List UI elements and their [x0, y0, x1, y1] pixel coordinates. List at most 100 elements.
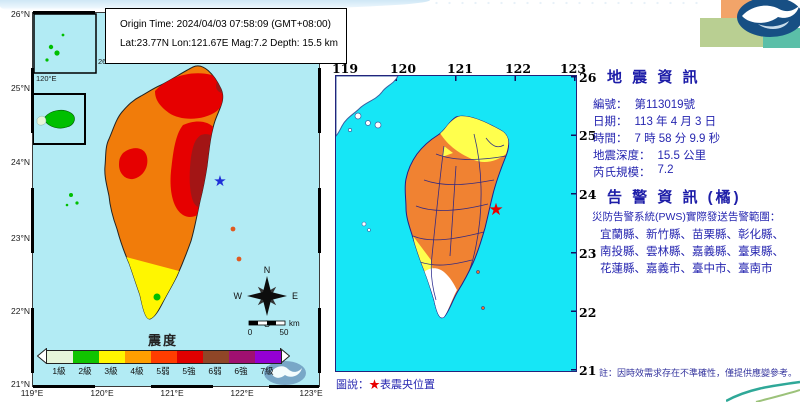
lon-label: 121: [446, 61, 474, 76]
origin-position-line: Lat:23.77N Lon:121.67E Mag:7.2 Depth: 15…: [120, 38, 338, 49]
map-frame-dash: [33, 385, 319, 388]
legend-label: 6強: [234, 366, 248, 376]
lat-label: 26°N: [11, 9, 30, 19]
cwa-logo-icon: [700, 0, 800, 48]
matsu-inset-box: [33, 13, 97, 74]
map-frame-dash: [318, 13, 321, 386]
legend-swatch: [203, 351, 229, 363]
quake-info-title: 地 震 資 訊: [607, 69, 701, 86]
lat-label: 21°N: [11, 379, 30, 389]
alert-scope-label: 災防告警系統(PWS)實際發送告警範圍：: [592, 211, 781, 223]
scale-unit-label: km: [289, 319, 300, 328]
lon-label: 122°E: [230, 388, 254, 398]
field-value: 7.2: [657, 164, 674, 176]
kinmen-islet: [36, 115, 47, 126]
lon-label: 119: [331, 61, 359, 76]
legend-label: 3級: [104, 366, 118, 376]
caption-text: 表震央位置: [380, 379, 435, 391]
intensity-2-spot-south: [153, 293, 161, 301]
orchid-island-islet: [236, 256, 242, 262]
lon-label: 122: [504, 61, 532, 76]
field-value: 15.5 公里: [657, 150, 707, 162]
penghu-islands-right: [361, 221, 371, 232]
intensity-6-spot-northeast: [216, 79, 223, 93]
intensity-legend-bar: [46, 350, 282, 364]
lon-label: 119°E: [20, 388, 44, 398]
field-value: 第113019號: [634, 99, 696, 111]
cwa-watermark-icon: [264, 361, 306, 385]
legend-label: 2級: [78, 366, 92, 376]
map-caption: 圖說：★表震央位置: [336, 376, 435, 392]
legend-label: 5強: [182, 366, 196, 376]
inset-lon-label: 120°E: [36, 74, 57, 83]
intensity-5-region-north: [155, 73, 223, 119]
field-label: 日期：: [593, 116, 628, 128]
intensity-5-region-west: [119, 148, 148, 180]
legend-swatch: [255, 351, 281, 363]
lat-label: 23: [579, 246, 597, 261]
origin-time-line: Origin Time: 2024/04/03 07:58:09 (GMT+08…: [120, 19, 331, 30]
china-coast: [336, 76, 399, 137]
logo-wave-2: [758, 21, 789, 30]
legend-swatch: [47, 351, 73, 363]
scale-fifty-label: 50: [280, 328, 289, 337]
matsu-islands: [45, 33, 65, 62]
logo-wave: [742, 5, 799, 23]
scale-bar: 0 50 km: [248, 319, 300, 337]
legend-swatch: [125, 351, 151, 363]
field-row: 芮氏規模： 7.2: [593, 164, 674, 180]
compass-n-label: N: [264, 265, 271, 275]
alert-info-title: 告 警 資 訊 (橘): [607, 189, 742, 206]
right-axis-ticks: [571, 76, 576, 371]
alert-yellow-patch-northwest: [442, 146, 453, 157]
intensity-map-canvas: ★ N S W E 0 50 km: [33, 13, 306, 385]
intensity-6-region-east-coast: [189, 134, 219, 208]
coastal-islands: [348, 112, 382, 132]
map-frame-dash: [31, 13, 34, 386]
legend-label: 1級: [52, 366, 66, 376]
lat-label: 22: [579, 305, 597, 320]
field-row: 地震深度： 15.5 公里: [593, 147, 706, 163]
green-island-islet-right: [476, 270, 480, 274]
lon-label: 121°E: [160, 388, 184, 398]
alert-region-line: 花蓮縣、嘉義市、臺中市、臺南市: [600, 263, 773, 275]
caption-prefix: 圖說：: [336, 379, 369, 391]
field-value: 7 時 58 分 9.9 秒: [634, 133, 721, 145]
epicenter-star-blue: ★: [213, 173, 226, 190]
lon-label: 120°E: [90, 388, 114, 398]
kinmen-inset-box: [33, 93, 86, 145]
legend-label: 5弱: [156, 366, 170, 376]
lon-label: 123: [559, 61, 587, 76]
origin-time-box: Origin Time: 2024/04/03 07:58:09 (GMT+08…: [105, 8, 347, 64]
top-dots-decoration: [430, 0, 700, 8]
top-axis-ticks: [336, 76, 576, 81]
scale-zero-label: 0: [248, 328, 253, 337]
epicenter-star-red: ★: [488, 200, 503, 219]
legend-label: 4級: [130, 366, 144, 376]
lon-label: 120: [389, 61, 417, 76]
lat-label: 21: [579, 363, 597, 378]
lat-label: 26: [579, 70, 597, 85]
lat-label: 22°N: [11, 306, 30, 316]
legend-swatch: [73, 351, 99, 363]
lat-label: 24: [579, 187, 597, 202]
intensity-3-region-south: [126, 257, 179, 319]
field-label: 芮氏規模：: [593, 167, 651, 179]
field-value: 113 年 4 月 3 日: [634, 116, 717, 128]
lat-label: 25°N: [11, 83, 30, 93]
alert-map: ★: [335, 75, 577, 372]
lat-label: 23°N: [11, 233, 30, 243]
field-row: 編號： 第113019號: [593, 96, 695, 112]
legend-swatch: [177, 351, 203, 363]
intensity-map: ★ N S W E 0 50 km: [31, 11, 321, 388]
alert-region-line: 宜蘭縣、新竹縣、苗栗縣、彰化縣、: [600, 229, 784, 241]
field-row: 日期： 113 年 4 月 3 日: [593, 113, 716, 129]
bottom-wave-icon: [726, 380, 800, 402]
green-island-islet: [230, 226, 236, 232]
orchid-island-islet-right: [481, 306, 485, 310]
field-label: 時間：: [593, 133, 628, 145]
penghu-islands: [65, 193, 79, 207]
alert-yellow-region-north: [440, 116, 509, 162]
alert-map-canvas: ★: [336, 76, 510, 319]
